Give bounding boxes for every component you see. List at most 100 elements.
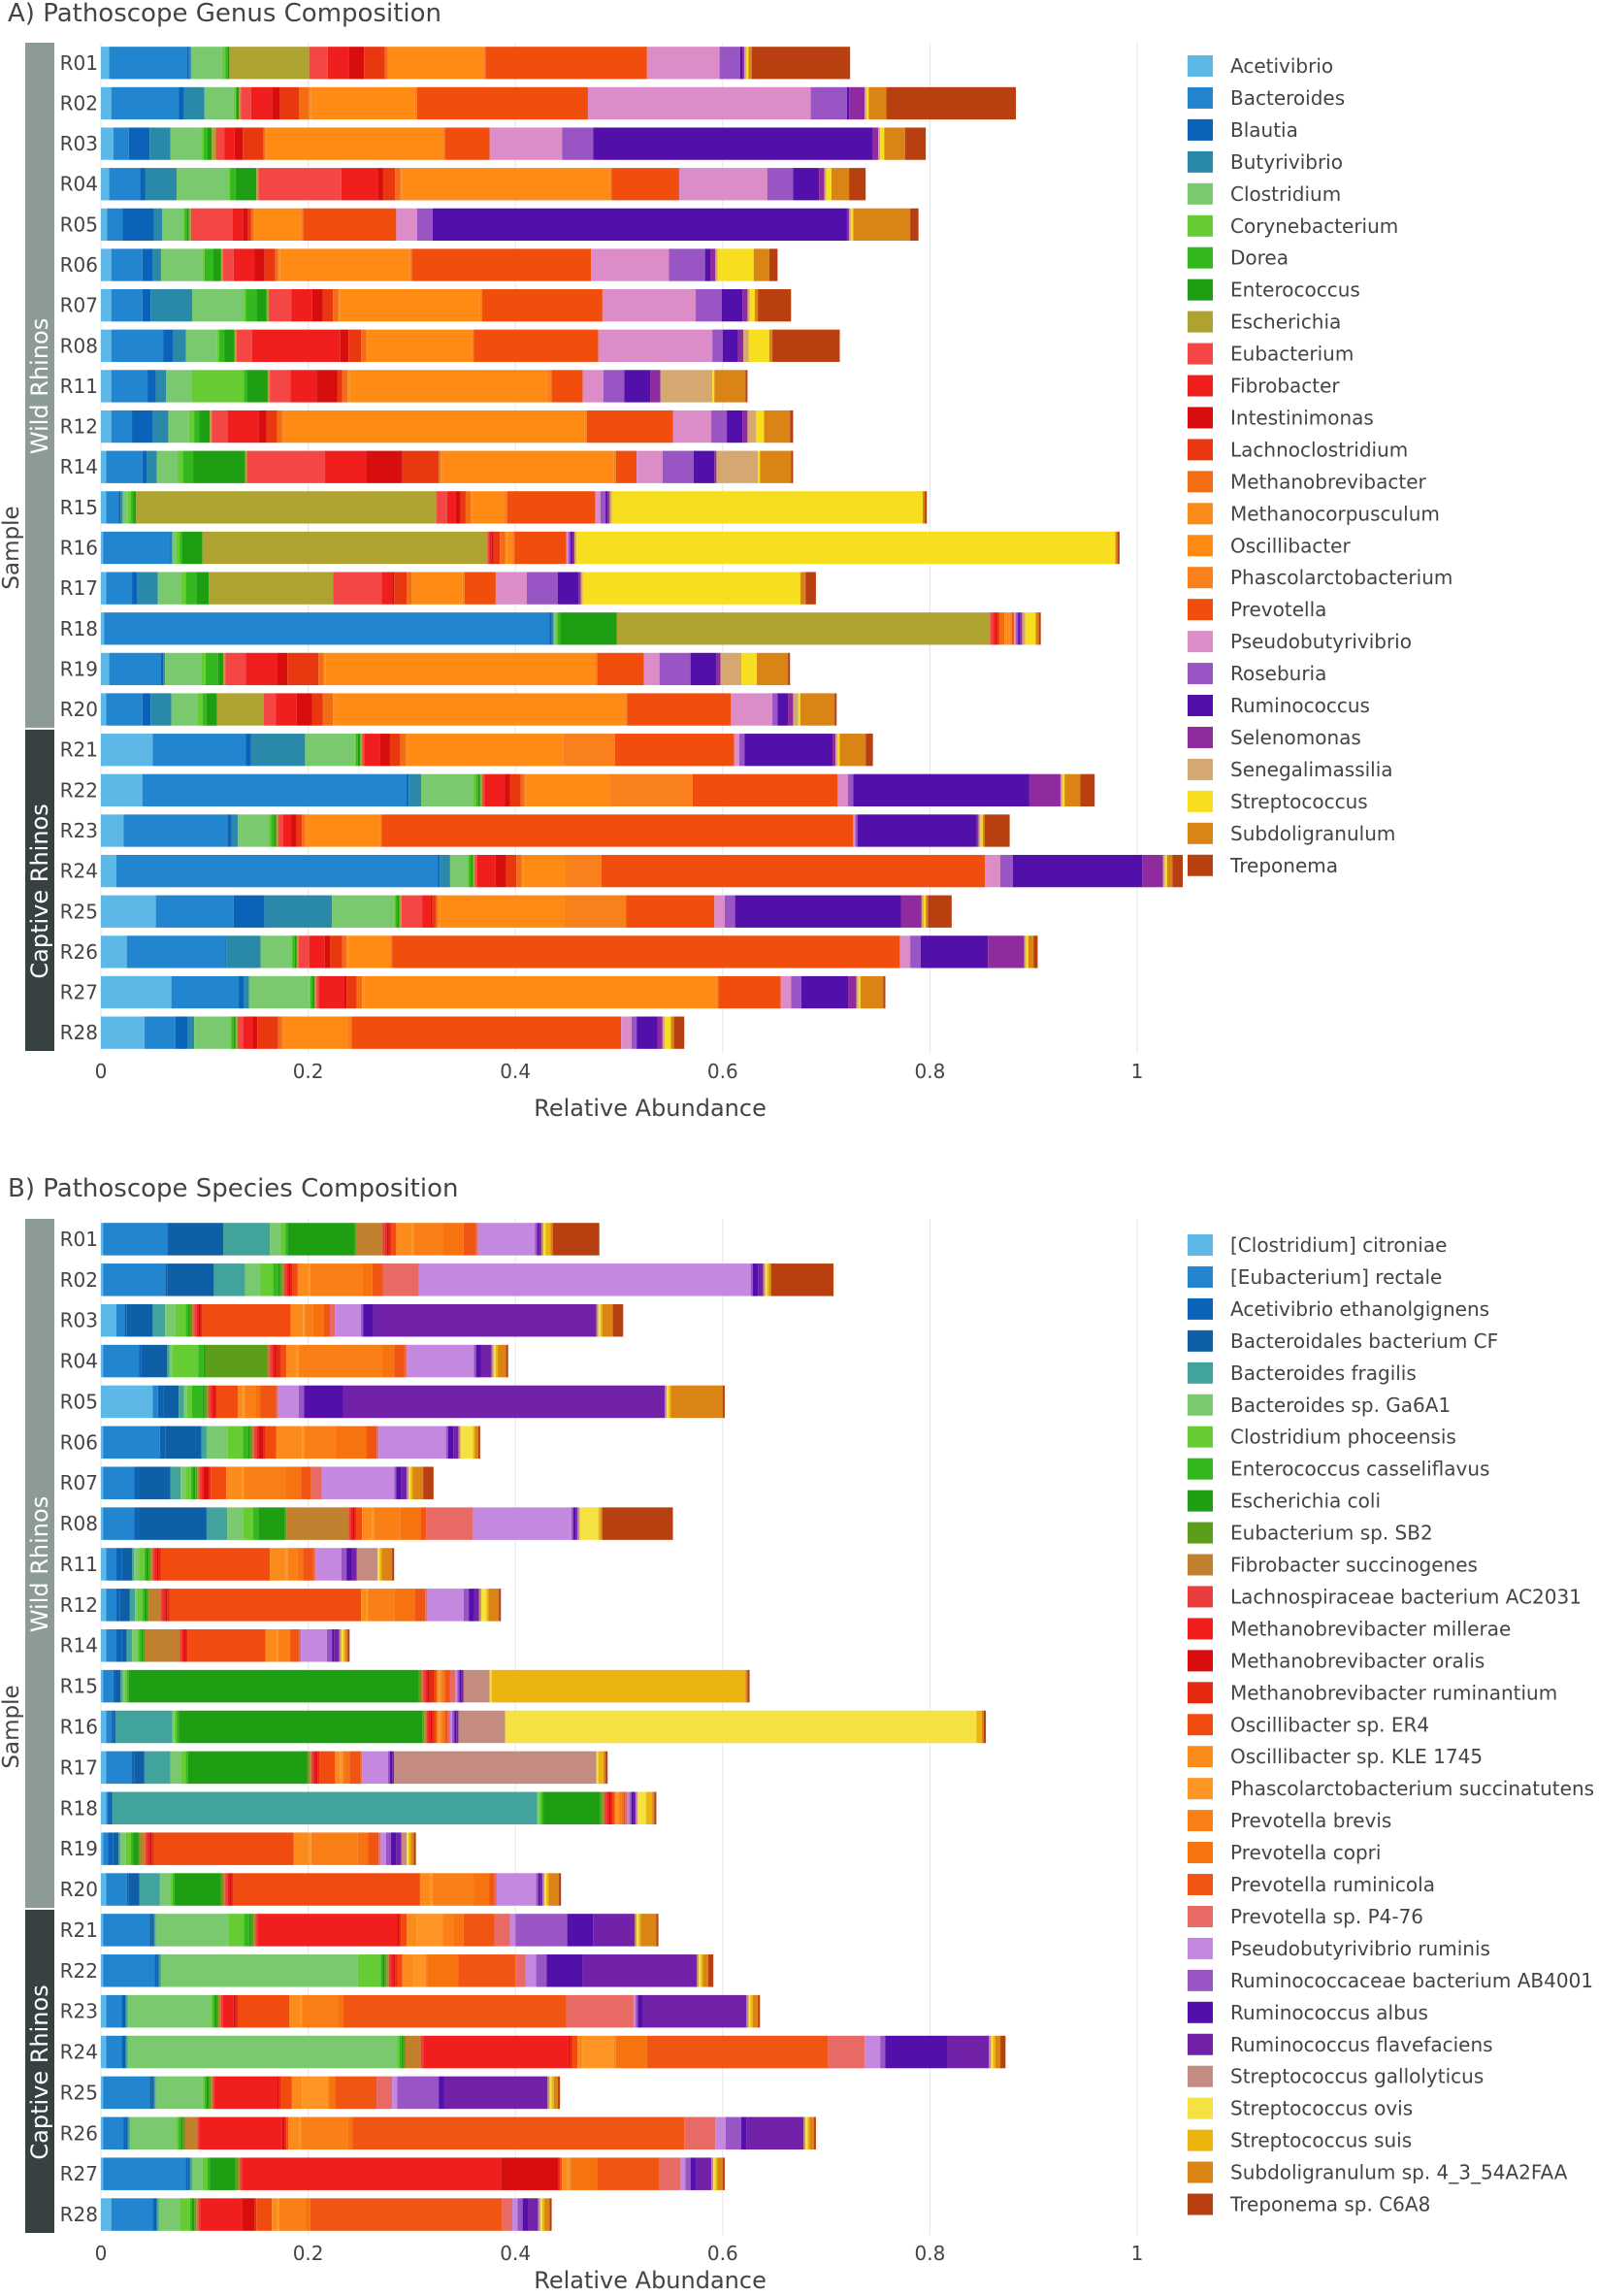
bar-segment [442,127,445,160]
bar-segment [356,1507,363,1540]
bar-segment [197,693,203,726]
bar-segment [289,1994,301,2028]
bar-segment [899,935,911,968]
bar-segment [213,1263,245,1296]
bar-segment [362,734,365,767]
bar-segment [137,1589,143,1622]
bar-segment [993,2035,995,2069]
bar-segment [454,1710,457,1744]
bar-segment [489,127,563,160]
bar-segment [976,1710,982,1744]
bar-segment [167,1589,170,1622]
bar-segment [392,1548,395,1581]
legend-swatch [1188,214,1213,237]
bar-segment [413,572,463,605]
bar-segment [163,329,174,362]
legend-swatch [1188,726,1213,748]
bar-segment [474,1426,478,1460]
bar-segment [327,47,349,80]
bar-segment [560,2157,563,2190]
bar-segment [182,208,185,242]
bar-segment [637,1791,646,1825]
bar-segment [382,168,396,201]
bar-segment [509,773,521,806]
bar-segment [716,450,759,483]
bar-segment [138,1832,141,1865]
bar-segment [156,1548,159,1581]
bar-segment [479,289,483,322]
legend-entry: Subdoligranulum sp. 4_3_54A2FAA [1230,2161,1568,2184]
legend-entry: Clostridium phoceensis [1230,1426,1456,1449]
bar-segment [108,1791,111,1825]
bar-segment [133,1832,139,1865]
legend-swatch [1188,1650,1213,1672]
bar-segment [401,2035,404,2069]
bar-segment [180,1751,186,1785]
bar-segment [206,693,217,726]
bar-segment [758,1994,761,2028]
bar-segment [333,572,382,605]
legend-swatch [1188,55,1213,77]
bar-segment [281,1016,285,1049]
bar-segment [1022,612,1026,645]
legend-entry: Ruminococcus flavefaciens [1230,2033,1493,2056]
bar-segment [574,531,577,565]
bar-segment [354,1223,357,1256]
bar-segment [101,652,110,686]
bar-segment [656,1914,659,1947]
bar-segment [156,450,179,483]
bar-segment [475,1344,481,1378]
bar-segment [410,1832,414,1865]
bar-segment [101,693,107,726]
bar-segment [1004,612,1007,645]
legend-swatch [1188,2001,1213,2023]
bar-segment [202,1385,205,1419]
bar-segment [224,329,235,362]
bar-segment [310,1751,313,1785]
bar-segment [139,1466,171,1499]
bar-segment [225,652,246,686]
bar-segment [389,47,484,80]
bar-segment [206,1426,228,1460]
bar-segment [187,1303,190,1337]
bar-segment [857,814,977,847]
bar-segment [566,1994,634,2028]
bar-segment [800,572,806,605]
bar-segment [389,734,401,767]
bar-segment [832,734,836,767]
bar-segment [227,47,230,80]
bar-segment [235,86,237,120]
bar-segment [250,86,273,120]
bar-segment [603,1751,606,1785]
bar-segment [220,248,224,281]
bar-segment [458,1954,516,1987]
bar-segment [373,1303,597,1337]
bar-segment [853,208,911,242]
bar-segment [459,1669,462,1703]
bar-segment [650,370,661,403]
legend-entry: Lachnoclostridium [1230,438,1408,461]
bar-segment [1009,612,1012,645]
bar-segment [335,1303,362,1337]
bar-segment [560,612,617,645]
legend-entry: Prevotella ruminicola [1230,1873,1435,1896]
sample-label: R18 [60,1796,98,1820]
bar-segment [287,1223,355,1256]
bar-segment [279,248,410,281]
bar-segment [252,1507,259,1540]
bar-segment [315,1548,342,1581]
bar-segment [354,734,356,767]
bar-segment [202,531,488,565]
bar-segment [103,1223,168,1256]
legend-swatch [1188,1554,1213,1576]
bar-segment [926,895,929,928]
bar-segment [455,491,461,524]
bar-segment [258,1426,264,1460]
bar-segment [410,1466,413,1499]
bar-segment [198,1303,201,1337]
x-tick-label: 0.6 [707,1060,738,1083]
bar-segment [788,652,791,686]
bar-segment [552,1223,600,1256]
legend-swatch [1188,1586,1213,1608]
bar-segment [985,814,1010,847]
